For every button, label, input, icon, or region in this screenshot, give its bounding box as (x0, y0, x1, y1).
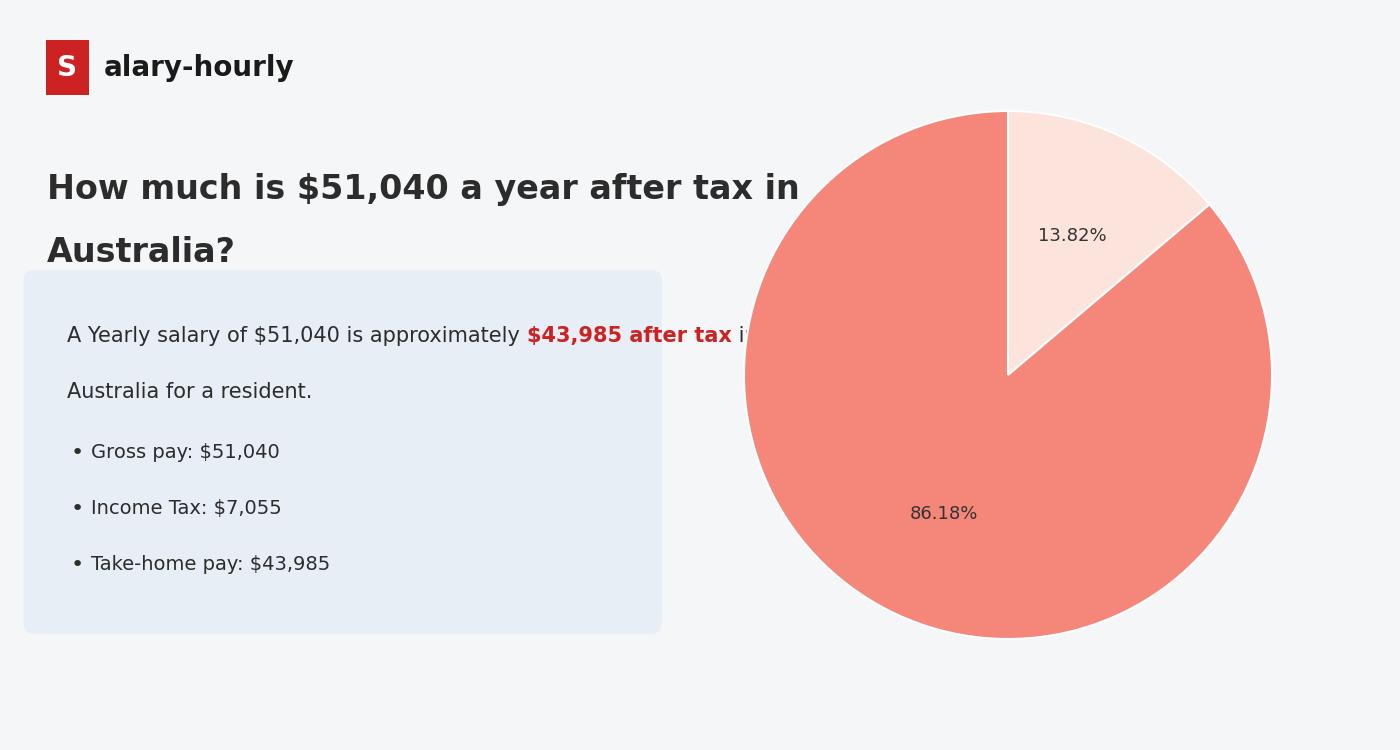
Text: How much is $51,040 a year after tax in: How much is $51,040 a year after tax in (48, 172, 799, 206)
Text: Gross pay: $51,040: Gross pay: $51,040 (91, 442, 280, 461)
Text: Take-home pay: $43,985: Take-home pay: $43,985 (91, 555, 330, 574)
Text: 86.18%: 86.18% (910, 505, 977, 523)
Text: $43,985 after tax: $43,985 after tax (526, 326, 732, 346)
Text: 13.82%: 13.82% (1037, 227, 1107, 245)
Text: S: S (57, 53, 77, 82)
Text: •: • (70, 442, 84, 463)
Text: A Yearly salary of $51,040 is approximately: A Yearly salary of $51,040 is approximat… (67, 326, 526, 346)
Wedge shape (743, 111, 1273, 639)
FancyBboxPatch shape (24, 270, 662, 634)
Text: •: • (70, 555, 84, 575)
Wedge shape (1008, 111, 1210, 375)
Text: in: in (732, 326, 757, 346)
Text: •: • (70, 499, 84, 519)
Text: Australia for a resident.: Australia for a resident. (67, 382, 312, 403)
FancyBboxPatch shape (46, 40, 88, 95)
Text: alary-hourly: alary-hourly (104, 53, 295, 82)
Text: Income Tax: $7,055: Income Tax: $7,055 (91, 499, 281, 517)
Text: Australia?: Australia? (48, 236, 237, 269)
